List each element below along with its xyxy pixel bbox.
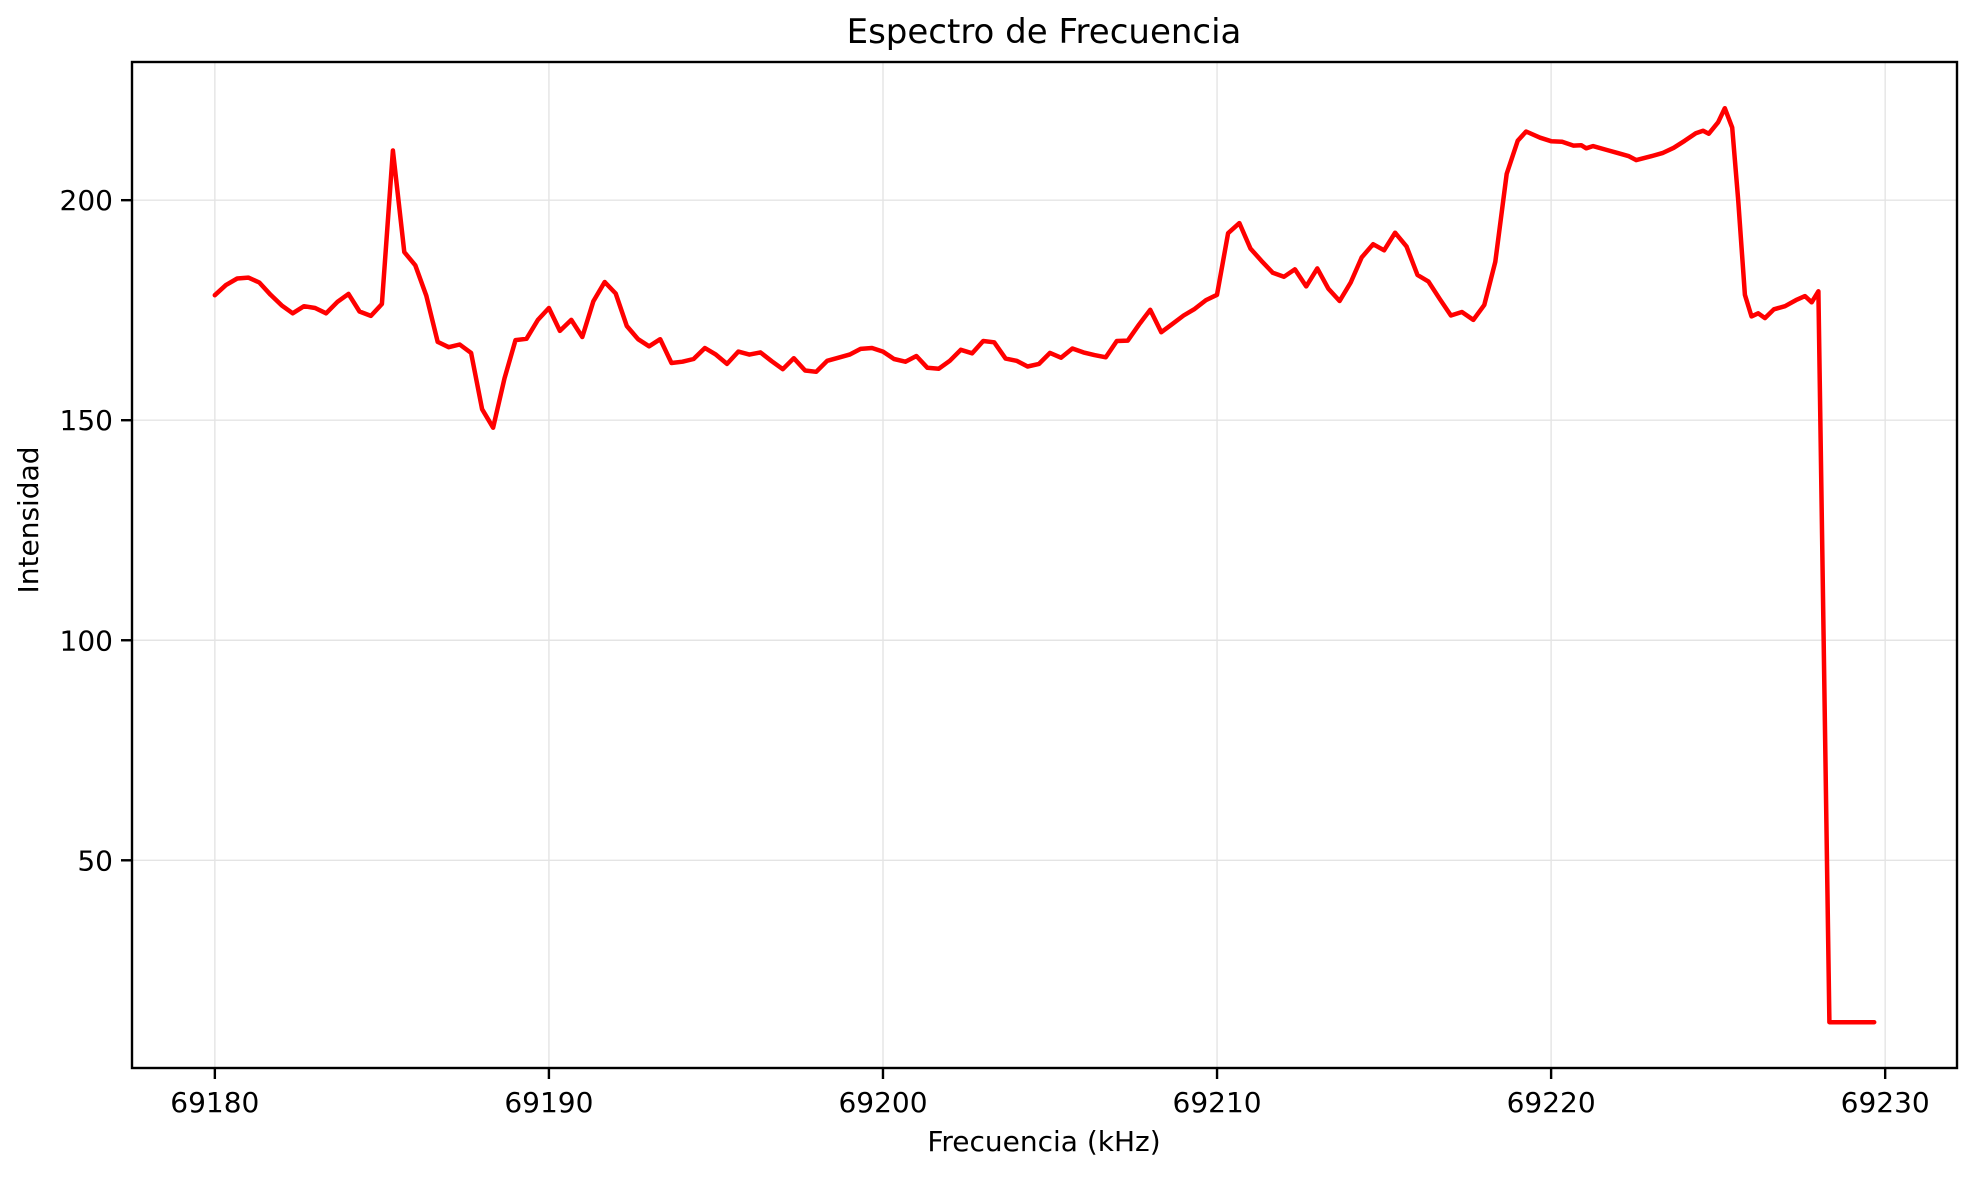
spectrum-line-series xyxy=(212,105,1877,1025)
y-tick-label: 200 xyxy=(60,184,113,217)
grid-layer xyxy=(132,62,1957,1068)
x-tick-label: 69220 xyxy=(1507,1086,1596,1119)
x-tick-label: 69230 xyxy=(1841,1086,1930,1119)
y-tick-label: 50 xyxy=(77,844,113,877)
tick-label-layer: 69180 69190 69200 69210 69220 69230 50 100 150 20… xyxy=(60,184,1930,1119)
y-axis-label: Intensidad xyxy=(12,446,45,593)
x-tick-label: 69180 xyxy=(170,1086,259,1119)
series-layer xyxy=(212,105,1877,1025)
y-tick-label: 100 xyxy=(60,624,113,657)
y-tick-label: 150 xyxy=(60,404,113,437)
chart-title: Espectro de Frecuencia xyxy=(847,12,1242,52)
x-tick-label: 69190 xyxy=(504,1086,593,1119)
tick-layer xyxy=(121,198,1887,1079)
x-axis-label: Frecuencia (kHz) xyxy=(927,1125,1160,1158)
x-tick-label: 69210 xyxy=(1173,1086,1262,1119)
x-tick-label: 69200 xyxy=(838,1086,927,1119)
plot-border xyxy=(130,60,1959,1070)
